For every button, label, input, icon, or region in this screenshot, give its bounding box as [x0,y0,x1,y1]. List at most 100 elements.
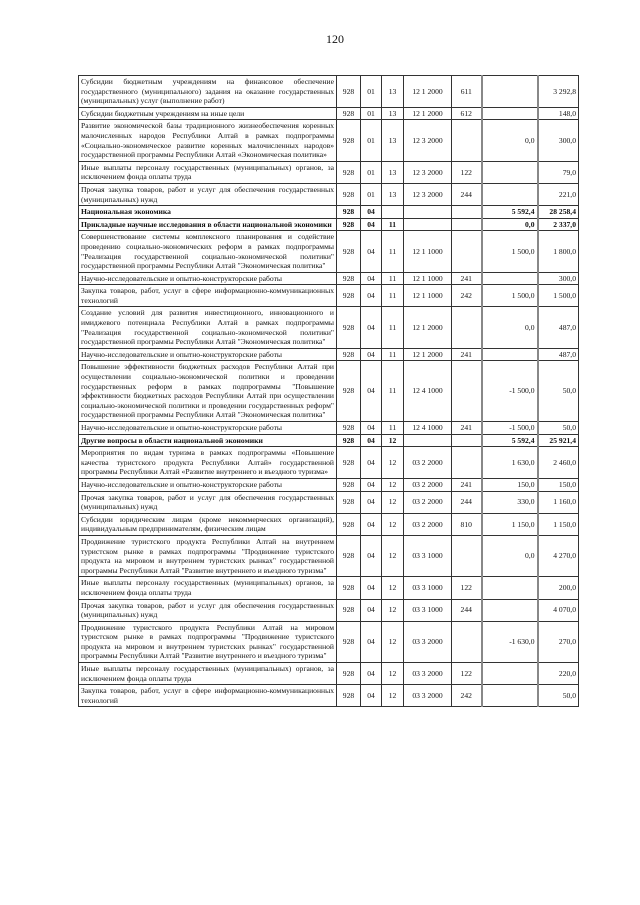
subsection-code-cell: 12 [381,446,404,479]
expense-type-cell: 241 [451,347,482,362]
target-article-cell: 03 3 1000 [403,534,452,578]
table-row: Другие вопросы в области национальной эк… [78,433,579,448]
section-code-cell: 04 [360,512,382,536]
ministry-code-cell: 928 [336,534,361,578]
total-amount-cell: 2 460,0 [536,446,579,479]
description-cell: Иные выплаты персоналу государственных (… [78,160,337,184]
expense-type-cell: 244 [451,182,482,207]
expense-type-cell: 242 [451,284,482,308]
section-code-cell: 04 [360,205,382,219]
page-number: 120 [326,32,344,46]
description-cell: Создание условий для развития инвестицио… [78,306,337,349]
expense-type-cell: 241 [451,271,482,286]
subsection-code-cell: 13 [381,119,404,162]
ministry-code-cell: 928 [336,360,361,422]
table-row: Субсидии бюджетным учреждениям на финанс… [78,75,579,108]
description-cell: Субсидии бюджетным учреждениям на иные ц… [78,106,337,121]
description-cell: Другие вопросы в области национальной эк… [78,433,337,448]
subsection-code-cell: 11 [381,217,404,232]
expense-type-cell: 241 [451,477,482,492]
ministry-code-cell: 928 [336,217,361,232]
total-amount-cell: 487,0 [536,347,579,362]
expense-type-cell: 611 [451,75,482,108]
table-row: Закупка товаров, работ, услуг в сфере ин… [78,684,579,708]
subsection-code-cell: 12 [381,433,404,448]
expense-type-cell [451,433,482,448]
change-amount-cell: 1 500,0 [480,284,538,308]
subsection-code-cell: 12 [381,684,404,708]
target-article-cell: 03 2 2000 [403,512,452,536]
ministry-code-cell: 928 [336,512,361,536]
section-code-cell: 04 [360,421,382,435]
section-code-cell: 04 [360,347,382,362]
expense-type-cell: 122 [451,576,482,600]
change-amount-cell: 330,0 [480,490,538,514]
change-amount-cell [480,182,538,207]
subsection-code-cell: 13 [381,106,404,121]
expense-type-cell: 244 [451,490,482,514]
subsection-code-cell: 11 [381,347,404,362]
ministry-code-cell: 928 [336,106,361,121]
description-cell: Субсидии бюджетным учреждениям на финанс… [78,75,337,108]
ministry-code-cell: 928 [336,662,361,686]
total-amount-cell: 79,0 [536,160,579,184]
expense-type-cell [451,119,482,162]
target-article-cell: 03 3 1000 [403,598,452,622]
section-code-cell: 04 [360,490,382,514]
description-cell: Закупка товаров, работ, услуг в сфере ин… [78,684,337,708]
description-cell: Мероприятия по видам туризма в рамках по… [78,446,337,479]
change-amount-cell: 1 150,0 [480,512,538,536]
section-code-cell: 01 [360,160,382,184]
table-row: Иные выплаты персоналу государственных (… [78,160,579,184]
description-cell: Продвижение туристского продукта Республ… [78,534,337,578]
change-amount-cell: 1 630,0 [480,446,538,479]
target-article-cell: 12 1 2000 [403,306,452,349]
ministry-code-cell: 928 [336,433,361,448]
section-code-cell: 04 [360,534,382,578]
ministry-code-cell: 928 [336,160,361,184]
total-amount-cell: 300,0 [536,271,579,286]
description-cell: Прочая закупка товаров, работ и услуг дл… [78,598,337,622]
section-code-cell: 04 [360,620,382,664]
section-code-cell: 01 [360,119,382,162]
table-row: Субсидии юридическим лицам (кроме некомм… [78,512,579,536]
change-amount-cell: 5 592,4 [480,205,538,219]
total-amount-cell: 1 500,0 [536,284,579,308]
section-code-cell: 04 [360,284,382,308]
ministry-code-cell: 928 [336,306,361,349]
change-amount-cell [480,347,538,362]
table-row: Создание условий для развития инвестицио… [78,306,579,349]
change-amount-cell: -1 500,0 [480,360,538,422]
total-amount-cell: 200,0 [536,576,579,600]
expense-type-cell [451,360,482,422]
subsection-code-cell: 12 [381,662,404,686]
target-article-cell [403,205,452,219]
subsection-code-cell: 11 [381,271,404,286]
total-amount-cell: 3 292,8 [536,75,579,108]
table-row: Научно-исследовательские и опытно-констр… [78,421,579,435]
table-row: Научно-исследовательские и опытно-констр… [78,347,579,362]
ministry-code-cell: 928 [336,182,361,207]
target-article-cell [403,217,452,232]
change-amount-cell [480,75,538,108]
section-code-cell: 01 [360,106,382,121]
table-row: Развитие экономической базы традиционног… [78,119,579,162]
ministry-code-cell: 928 [336,119,361,162]
total-amount-cell: 25 921,4 [536,433,579,448]
change-amount-cell [480,684,538,708]
subsection-code-cell: 12 [381,477,404,492]
expense-type-cell [451,620,482,664]
table-row: Мероприятия по видам туризма в рамках по… [78,446,579,479]
ministry-code-cell: 928 [336,446,361,479]
subsection-code-cell: 11 [381,230,404,273]
subsection-code-cell: 12 [381,598,404,622]
total-amount-cell: 2 337,0 [536,217,579,232]
ministry-code-cell: 928 [336,490,361,514]
description-cell: Закупка товаров, работ, услуг в сфере ин… [78,284,337,308]
table-row: Прочая закупка товаров, работ и услуг дл… [78,598,579,622]
table-row: Повышение эффективности бюджетных расход… [78,360,579,422]
table-row: Научно-исследовательские и опытно-констр… [78,477,579,492]
table-row: Научно-исследовательские и опытно-констр… [78,271,579,286]
expense-type-cell [451,306,482,349]
